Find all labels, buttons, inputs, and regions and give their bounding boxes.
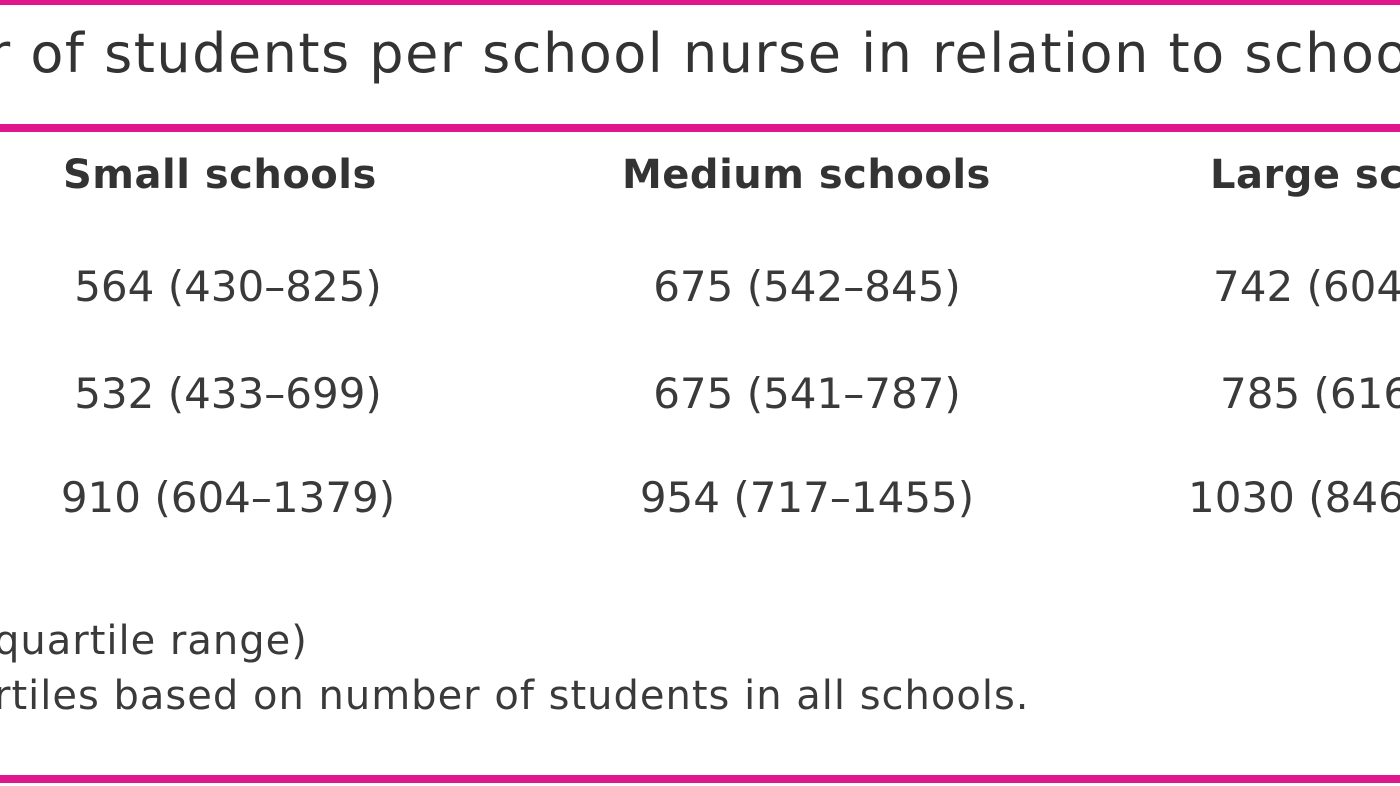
table-cell: 1030 (846 bbox=[1188, 473, 1400, 522]
table-cell: 785 (616 bbox=[1220, 369, 1400, 418]
table-cell: 532 (433–699) bbox=[74, 369, 382, 418]
footnote: rtiles based on number of students in al… bbox=[0, 673, 1030, 719]
header-accent-rule bbox=[0, 124, 1400, 132]
table-cell: 910 (604–1379) bbox=[60, 473, 396, 522]
column-header-large-schools: Large sc bbox=[1210, 152, 1400, 198]
footnote: quartile range) bbox=[0, 618, 308, 664]
bottom-accent-rule bbox=[0, 775, 1400, 783]
column-header-small-schools: Small schools bbox=[63, 152, 377, 198]
top-accent-rule bbox=[0, 0, 1400, 5]
table-cell: 675 (541–787) bbox=[653, 369, 961, 418]
table-cell: 675 (542–845) bbox=[653, 262, 961, 311]
table-cell: 742 (604 bbox=[1213, 262, 1400, 311]
table-cell: 954 (717–1455) bbox=[639, 473, 975, 522]
column-header-medium-schools: Medium schools bbox=[622, 152, 991, 198]
table-cell: 564 (430–825) bbox=[74, 262, 382, 311]
table-title: r of students per school nurse in relati… bbox=[0, 22, 1400, 85]
